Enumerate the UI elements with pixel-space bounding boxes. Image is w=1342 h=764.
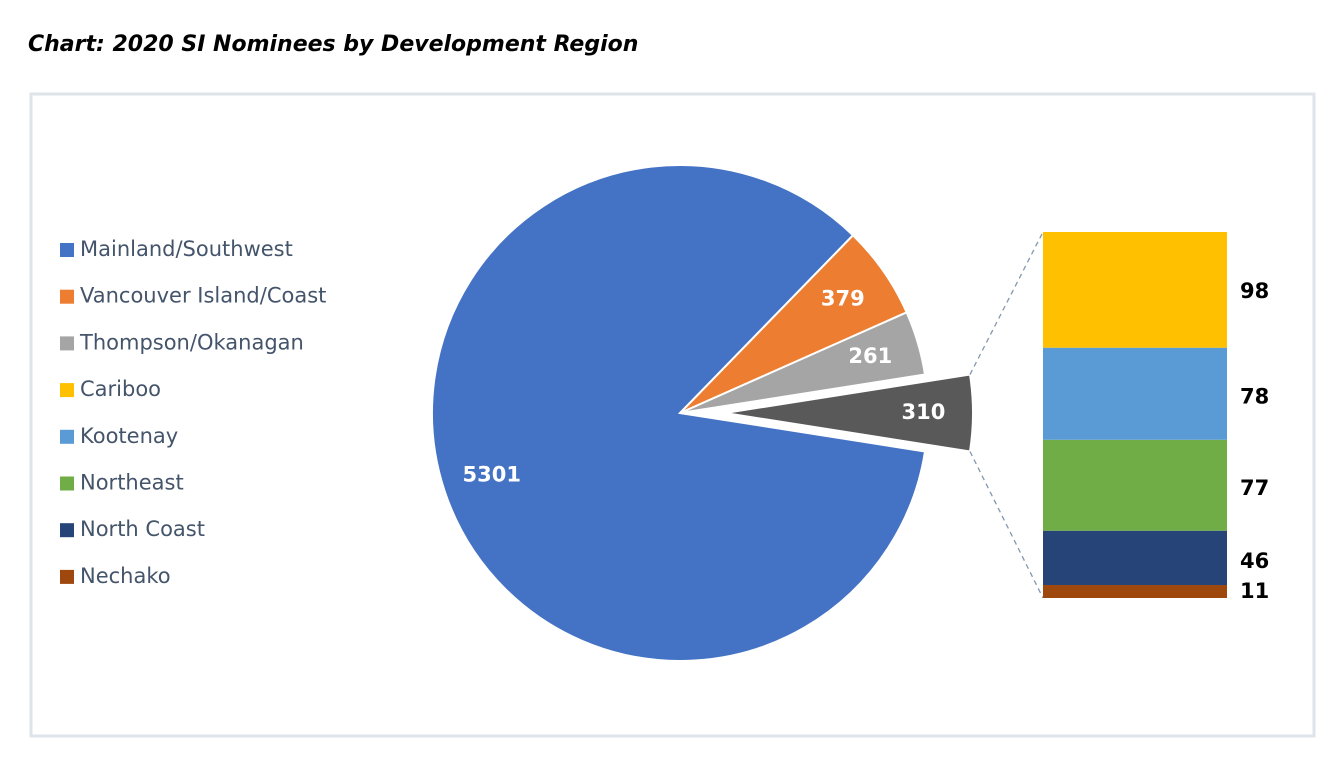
bar-segment	[1043, 585, 1227, 598]
legend-label: North Coast	[80, 517, 205, 541]
chart-title: Chart: 2020 SI Nominees by Development R…	[28, 32, 638, 57]
legend-label: Vancouver Island/Coast	[80, 284, 326, 308]
legend-swatch	[60, 383, 74, 398]
legend-swatch	[60, 569, 74, 584]
bar-segment	[1043, 347, 1227, 440]
bar-label: 98	[1240, 279, 1269, 303]
legend-label: Cariboo	[80, 377, 161, 401]
slice-label: 310	[901, 400, 945, 424]
bar-label: 46	[1240, 549, 1269, 573]
bar-segment	[1043, 439, 1227, 531]
bar-label: 77	[1240, 476, 1269, 500]
legend-label: Northeast	[80, 471, 184, 495]
legend-swatch	[60, 243, 74, 257]
legend-label: Mainland/Southwest	[80, 237, 293, 261]
slice-label: 5301	[463, 463, 521, 487]
pie-slice	[724, 373, 974, 453]
connector	[969, 451, 1044, 599]
pie-slice	[431, 164, 927, 662]
legend-swatch	[60, 429, 74, 444]
legend-swatch	[60, 336, 74, 351]
legend-swatch	[60, 476, 74, 491]
legend-label: Kootenay	[80, 424, 178, 448]
legend-swatch	[60, 289, 74, 304]
bar-label: 78	[1240, 385, 1269, 409]
bar-segment	[1043, 232, 1227, 348]
slice-label: 379	[821, 287, 865, 311]
slice-label: 261	[848, 344, 892, 368]
bar-segment	[1043, 530, 1227, 586]
legend-label: Nechako	[80, 564, 171, 588]
legend-swatch	[60, 523, 74, 538]
bar-label: 11	[1240, 579, 1269, 603]
legend-label: Thompson/Okanagan	[79, 330, 304, 354]
